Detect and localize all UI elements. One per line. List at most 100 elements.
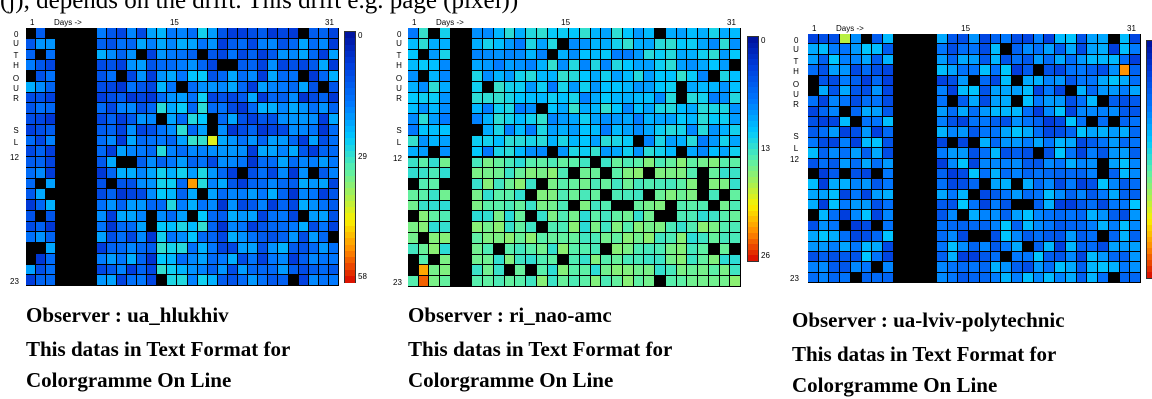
heatmap-cell [904, 96, 915, 106]
heatmap-cell [106, 60, 116, 70]
heatmap-cell [177, 167, 187, 178]
heatmap-cell [187, 28, 197, 38]
heatmap-cell [850, 220, 861, 231]
heatmap-cell [622, 233, 633, 243]
heatmap-cell [157, 200, 167, 210]
heatmap-cell [238, 49, 248, 60]
heatmap-cell [969, 210, 979, 220]
heatmap-cell [227, 124, 238, 135]
heatmap-cell [1022, 158, 1033, 168]
heatmap-cell [483, 60, 493, 71]
heatmap-cell [850, 200, 861, 210]
heatmap-cell [217, 264, 227, 275]
heatmap-cell [278, 232, 288, 242]
heatmap-cell [936, 75, 947, 85]
heatmap-cell [936, 189, 947, 199]
heatmap-cell [926, 148, 936, 158]
heatmap-cell [579, 28, 590, 38]
heatmap-cell [904, 75, 915, 85]
colorbar-segment [1147, 165, 1152, 172]
heatmap-cell [167, 92, 177, 103]
heatmap-cell [526, 38, 536, 49]
heatmap-cell [947, 117, 958, 127]
y-axis-side-letter: U [13, 39, 19, 48]
heatmap-cell [318, 114, 328, 124]
colorbar-segment [748, 238, 758, 245]
heatmap-cell [590, 265, 601, 276]
heatmap-cell [665, 254, 676, 265]
heatmap-cell [936, 117, 947, 127]
heatmap-cell [1108, 148, 1119, 158]
heatmap-cell [808, 251, 818, 262]
heatmap-cell [1087, 137, 1098, 148]
heatmap-cell [461, 92, 472, 103]
heatmap-cell [872, 65, 883, 75]
heatmap-cell [217, 38, 227, 49]
heatmap-cell [1130, 65, 1140, 75]
heatmap-cell [622, 157, 633, 168]
heatmap-cell [56, 92, 66, 103]
heatmap-cell [579, 92, 590, 103]
heatmap-cell [76, 38, 86, 49]
heatmap-cell [698, 222, 708, 233]
heatmap-cell [1055, 127, 1065, 137]
heatmap-cell [278, 38, 288, 49]
heatmap-cell [418, 71, 429, 81]
heatmap-cell [730, 222, 740, 233]
heatmap-cell [818, 158, 829, 168]
heatmap-cell [569, 254, 579, 265]
heatmap-cell [558, 200, 569, 211]
heatmap-cell [86, 253, 96, 264]
heatmap-cell [1012, 34, 1022, 44]
heatmap-cell [106, 81, 116, 92]
heatmap-cell [655, 28, 665, 38]
heatmap-cell [504, 60, 515, 71]
heatmap-cell [1065, 220, 1076, 231]
heatmap-cell [893, 106, 904, 116]
heatmap-cell [665, 157, 676, 168]
heatmap-cell [408, 243, 418, 254]
heatmap-cell [187, 189, 197, 199]
heatmap-cell [177, 124, 187, 135]
heatmap-cell [883, 262, 893, 272]
heatmap-cell [558, 222, 569, 233]
heatmap-cell [147, 178, 157, 189]
heatmap-cell [472, 114, 483, 125]
heatmap-cell [308, 167, 318, 178]
heatmap-cell [990, 106, 1001, 116]
heatmap-cell [547, 114, 558, 125]
heatmap-cell [1119, 96, 1130, 106]
heatmap-cell [450, 125, 461, 135]
heatmap-cell [217, 71, 227, 81]
heatmap-cell [601, 276, 612, 286]
heatmap-cell [483, 211, 493, 222]
heatmap-cell [137, 232, 147, 242]
heatmap-cell [676, 254, 687, 265]
heatmap-cell [238, 135, 248, 146]
heatmap-cell [872, 220, 883, 231]
heatmap-cell [655, 189, 665, 200]
heatmap-cell [177, 189, 187, 199]
heatmap-cell [46, 178, 56, 189]
heatmap-cell [633, 71, 644, 81]
heatmap-cell [227, 28, 238, 38]
heatmap-cell [569, 200, 579, 211]
heatmap-cell [708, 60, 719, 71]
heatmap-cell [493, 254, 504, 265]
heatmap-cell [157, 38, 167, 49]
heatmap-cell [601, 103, 612, 114]
heatmap-cell [116, 124, 126, 135]
heatmap-cell [207, 275, 217, 285]
heatmap-cell [808, 137, 818, 148]
heatmap-cell [96, 114, 106, 124]
heatmap-cell [947, 262, 958, 272]
heatmap-cell [46, 189, 56, 199]
heatmap-cell [197, 189, 207, 199]
heatmap-cell [86, 232, 96, 242]
heatmap-cell [248, 264, 258, 275]
heatmap-cell [708, 28, 719, 38]
colorbar-segment [345, 44, 355, 52]
heatmap-cell [958, 54, 969, 65]
heatmap-cell [1130, 231, 1140, 241]
heatmap-cell [36, 264, 46, 275]
